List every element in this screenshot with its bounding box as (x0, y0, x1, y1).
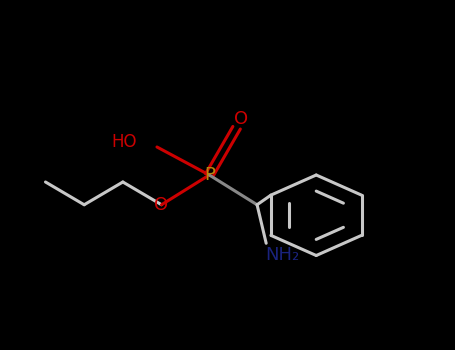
Text: O: O (234, 110, 248, 128)
Text: HO: HO (111, 133, 136, 151)
Text: NH₂: NH₂ (265, 246, 299, 265)
Text: O: O (154, 196, 169, 214)
Text: P: P (204, 166, 215, 184)
